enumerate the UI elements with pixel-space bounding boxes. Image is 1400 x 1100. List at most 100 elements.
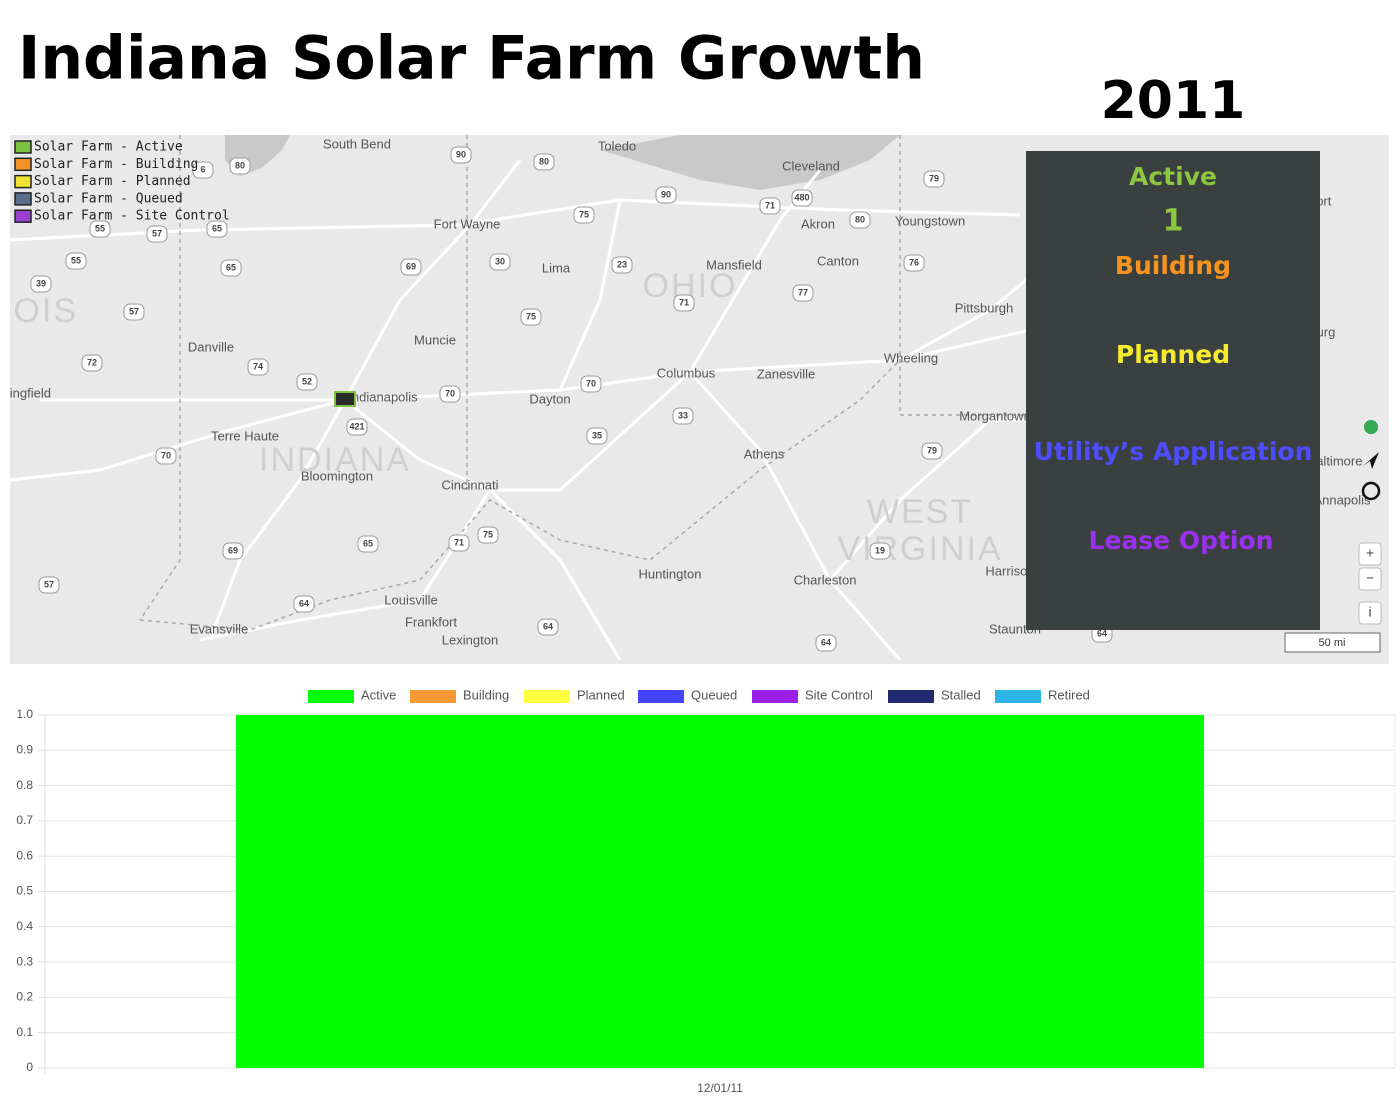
panel-label: Utility’s Application bbox=[1034, 437, 1313, 466]
y-tick-label: 0.6 bbox=[16, 848, 33, 862]
highway-number: 71 bbox=[765, 200, 775, 210]
legend-swatch[interactable] bbox=[888, 690, 934, 703]
legend-label[interactable]: Stalled bbox=[941, 687, 981, 702]
legend-swatch[interactable] bbox=[524, 690, 570, 703]
map-legend-label: Solar Farm - Planned bbox=[34, 174, 191, 189]
map-control[interactable] bbox=[1358, 601, 1382, 625]
highway-shield bbox=[222, 542, 244, 560]
legend-swatch[interactable] bbox=[410, 690, 456, 703]
highway-shield bbox=[923, 170, 945, 188]
highway-number: 70 bbox=[445, 388, 455, 398]
city-label: Louisville bbox=[384, 592, 437, 607]
legend-label[interactable]: Retired bbox=[1048, 687, 1090, 702]
highway-shield bbox=[400, 258, 422, 276]
legend-label[interactable]: Building bbox=[463, 687, 509, 702]
state-label: VIRGINIA bbox=[837, 530, 1002, 568]
highway-shield bbox=[586, 427, 608, 445]
highway-shield bbox=[573, 206, 595, 224]
highway-number: 64 bbox=[1097, 628, 1107, 638]
city-label: Youngstown bbox=[895, 213, 965, 228]
x-tick-label: 12/01/11 bbox=[697, 1081, 743, 1095]
legend-swatch[interactable] bbox=[638, 690, 684, 703]
highway-shield bbox=[220, 259, 242, 277]
highway-number: 79 bbox=[927, 445, 937, 455]
highway-shield bbox=[849, 211, 871, 229]
highway-number: 6 bbox=[200, 164, 205, 174]
city-label: Athens bbox=[744, 446, 785, 461]
lake-erie bbox=[600, 135, 900, 190]
highway-number: 55 bbox=[71, 255, 81, 265]
highway-number: 57 bbox=[129, 306, 139, 316]
legend-label[interactable]: Planned bbox=[577, 687, 625, 702]
panel-label: Building bbox=[1115, 251, 1231, 280]
legend-icon bbox=[14, 157, 32, 172]
legend-swatch[interactable] bbox=[308, 690, 354, 703]
highway-shield bbox=[450, 146, 472, 164]
highway-shield bbox=[123, 303, 145, 321]
highway-shield bbox=[477, 526, 499, 544]
legend-icon bbox=[14, 140, 32, 154]
map-legend-label: Solar Farm - Active bbox=[34, 140, 183, 155]
highway-shield bbox=[533, 153, 555, 171]
city-label: Toledo bbox=[598, 138, 636, 153]
highway-number: 64 bbox=[821, 637, 831, 647]
panel-label: Planned bbox=[1116, 340, 1230, 369]
highway-shield bbox=[655, 186, 677, 204]
solar-farm-marker[interactable] bbox=[334, 391, 356, 407]
highway-number: 65 bbox=[363, 538, 373, 548]
legend-label[interactable]: Active bbox=[361, 687, 396, 702]
location-icon[interactable] bbox=[1364, 420, 1378, 434]
highway-shield bbox=[229, 157, 251, 175]
highway-number: 55 bbox=[95, 223, 105, 233]
page-title: Indiana Solar Farm Growth bbox=[18, 24, 925, 94]
highway-shield bbox=[489, 253, 511, 271]
highway-number: 480 bbox=[794, 192, 809, 202]
panel-count: 1 bbox=[1163, 204, 1184, 239]
highway-shield bbox=[30, 275, 52, 293]
y-tick-label: 0.8 bbox=[16, 778, 33, 792]
y-tick-label: 0.1 bbox=[16, 1025, 33, 1039]
highway-shield bbox=[759, 197, 781, 215]
map-control-label[interactable]: i bbox=[1368, 604, 1371, 620]
highway-number: 74 bbox=[253, 361, 263, 371]
highway-number: 52 bbox=[302, 376, 312, 386]
legend-icon bbox=[14, 174, 32, 189]
locate-icon[interactable] bbox=[1361, 481, 1381, 501]
legend-label[interactable]: Queued bbox=[691, 687, 737, 702]
map-control[interactable] bbox=[1358, 542, 1382, 566]
y-tick-label: 0.3 bbox=[16, 954, 33, 968]
legend-label[interactable]: Site Control bbox=[805, 687, 873, 702]
map-control-label[interactable]: + bbox=[1366, 545, 1374, 561]
navigate-icon[interactable] bbox=[1363, 452, 1379, 469]
highway-number: 69 bbox=[406, 261, 416, 271]
legend-icon bbox=[14, 192, 32, 206]
y-tick-label: 0.9 bbox=[16, 742, 33, 756]
highway-shield bbox=[81, 354, 103, 372]
year-label: 2011 bbox=[1101, 71, 1246, 131]
map-control-label[interactable]: − bbox=[1366, 570, 1374, 586]
highway-shield bbox=[296, 373, 318, 391]
y-tick-label: 0.5 bbox=[16, 884, 33, 898]
highway-shield bbox=[192, 161, 214, 179]
highway-number: 70 bbox=[586, 378, 596, 388]
highway-number: 64 bbox=[543, 621, 553, 631]
legend-swatch[interactable] bbox=[752, 690, 798, 703]
highway-shield bbox=[791, 189, 813, 207]
city-label: Canton bbox=[817, 253, 859, 268]
state-label: ILLINOIS bbox=[0, 292, 78, 330]
city-label: Akron bbox=[801, 216, 835, 231]
highway-number: 70 bbox=[161, 450, 171, 460]
map-control[interactable] bbox=[1358, 567, 1382, 591]
highway-shield bbox=[65, 252, 87, 270]
highway-number: 57 bbox=[152, 228, 162, 238]
city-label: Muncie bbox=[414, 332, 456, 347]
highway-number: 57 bbox=[44, 579, 54, 589]
y-tick-label: 1.0 bbox=[16, 707, 33, 721]
highway-number: 64 bbox=[299, 598, 309, 608]
highway-shield bbox=[537, 618, 559, 636]
highway-shield bbox=[155, 447, 177, 465]
highway-number: 71 bbox=[679, 297, 689, 307]
legend-swatch[interactable] bbox=[995, 690, 1041, 703]
city-label: Fort Wayne bbox=[434, 216, 501, 231]
